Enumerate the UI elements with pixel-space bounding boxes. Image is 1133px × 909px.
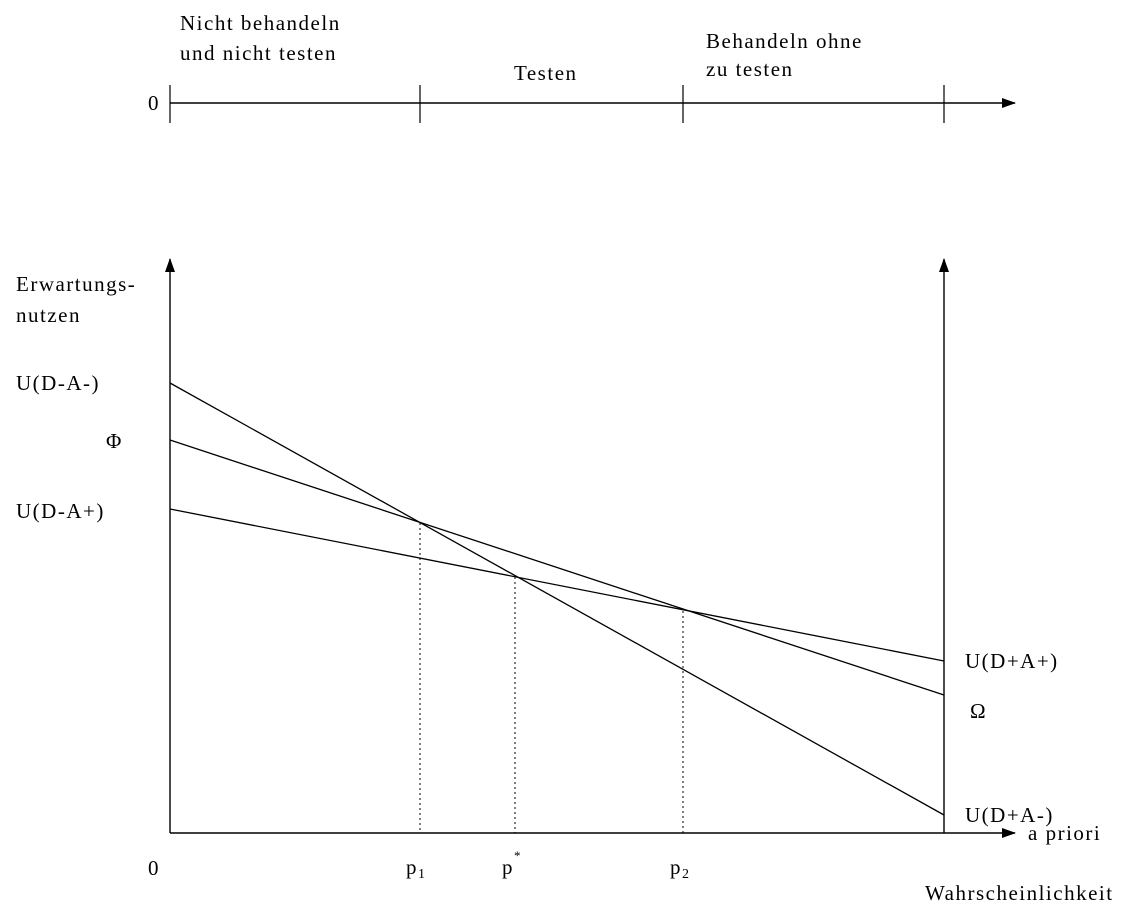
label-u-d-plus-a-plus: U(D+A+)	[965, 649, 1059, 673]
p1-label: p1	[406, 855, 425, 882]
p1-label-sub: 1	[418, 867, 425, 882]
right-labels: U(D+A+) Ω U(D+A-)	[965, 649, 1059, 827]
x-axis-label-line2: Wahrscheinlichkeit	[925, 881, 1114, 905]
p1-label-base: p	[406, 855, 418, 879]
y-axis-label-line1: Erwartungs-	[16, 272, 136, 296]
pstar-label-sup: *	[514, 848, 521, 863]
utility-lines	[169, 382, 945, 816]
label-u-d-minus-a-minus: U(D-A-)	[16, 371, 100, 395]
x-axis-label-line1: a priori	[1028, 821, 1101, 845]
origin-label: 0	[148, 856, 160, 880]
label-phi: Φ	[106, 429, 123, 453]
region-no-treat-no-test-line1: Nicht behandeln	[180, 11, 341, 35]
threshold-labels: p1 p* p2	[406, 848, 689, 882]
label-omega: Ω	[970, 699, 987, 723]
line-no-treat-to-treat-no-disease	[169, 382, 945, 816]
p2-label: p2	[670, 855, 689, 882]
line-no-treat-false-to-treat-true	[169, 508, 945, 662]
y-axis-label-line2: nutzen	[16, 303, 81, 327]
left-labels: U(D-A-) Φ U(D-A+)	[16, 371, 123, 523]
region-treat-no-test-line2: zu testen	[706, 57, 794, 81]
label-u-d-minus-a-plus: U(D-A+)	[16, 499, 105, 523]
p2-label-base: p	[670, 855, 682, 879]
threshold-guides	[419, 523, 684, 833]
region-no-treat-no-test-line2: und nicht testen	[180, 41, 337, 65]
line-test-phi-to-omega	[169, 439, 945, 696]
strategy-axis-zero-label: 0	[148, 91, 160, 115]
pstar-label: p*	[502, 848, 521, 879]
region-test-label: Testen	[514, 61, 578, 85]
pstar-label-base: p	[502, 855, 514, 879]
strategy-axis: 0 Nicht behandeln und nicht testen Teste…	[148, 11, 1016, 123]
region-treat-no-test-line1: Behandeln ohne	[706, 29, 863, 53]
p2-label-sub: 2	[682, 867, 689, 882]
label-u-d-plus-a-minus: U(D+A-)	[965, 803, 1054, 827]
plot-axes: Erwartungs- nutzen a priori Wahrscheinli…	[16, 258, 1114, 905]
